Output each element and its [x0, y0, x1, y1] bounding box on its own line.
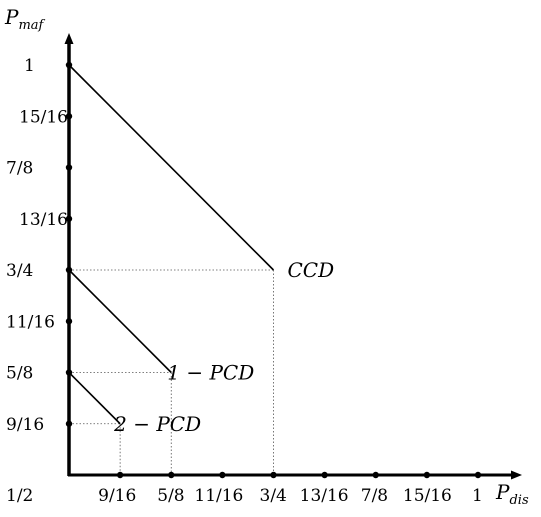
x-tick-dot: [168, 471, 175, 479]
y-tick-dot: [65, 61, 73, 69]
x-tick-label: 5/8: [157, 486, 184, 506]
x-axis-label: Pdis: [495, 480, 529, 508]
x-tick-label: 15/16: [403, 486, 452, 506]
tick-labels: 9/16 5/8 11/16 3/4 13/16 7/8 15/16 1 9/16 5/8 11/1…: [6, 56, 483, 506]
x-tick-label: 9/16: [98, 486, 136, 506]
y-tick-label: 13/16: [19, 210, 68, 230]
y-tick-dot: [65, 164, 73, 171]
series-label-1-pcd: 1 − PCD: [167, 361, 254, 385]
series-line-1-pcd: [68, 269, 172, 374]
y-tick-label: 3/4: [6, 261, 33, 281]
y-tick-label: 1: [24, 56, 35, 76]
series-line-ccd: [68, 64, 275, 271]
y-tick-dot: [65, 113, 73, 120]
x-tick-dot: [321, 471, 328, 479]
tick-dots: [65, 61, 482, 479]
y-tick-dot: [65, 318, 73, 325]
x-tick-label: 11/16: [194, 486, 243, 506]
x-tick-label: 1: [472, 486, 483, 506]
series-line-2-pcd: [68, 371, 121, 425]
x-tick-dot: [474, 471, 482, 479]
series-label-ccd: CCD: [288, 258, 335, 282]
y-tick-dot: [65, 369, 73, 376]
guide-lines: [69, 269, 274, 475]
x-axis-arrow: [511, 470, 522, 480]
x-tick-dot: [219, 471, 226, 479]
x-tick-dot: [372, 471, 379, 479]
y-tick-dot: [65, 420, 73, 427]
origin-label: 1/2: [6, 486, 33, 506]
y-tick-label: 7/8: [6, 159, 33, 179]
y-axis-label: Pmaf: [4, 5, 46, 33]
axes: [64, 33, 522, 480]
x-tick-label: 3/4: [260, 486, 287, 506]
x-tick-dot: [270, 471, 277, 479]
y-tick-dot: [65, 215, 73, 222]
x-tick-dot: [116, 471, 124, 479]
y-axis-arrow: [64, 33, 74, 44]
y-tick-dot: [65, 266, 73, 274]
x-tick-label: 7/8: [361, 486, 388, 506]
y-tick-label: 15/16: [19, 107, 68, 127]
y-tick-label: 5/8: [6, 364, 33, 384]
series-annotations: CCD 1 − PCD 2 − PCD: [113, 258, 334, 436]
series-label-2-pcd: 2 − PCD: [113, 412, 201, 436]
x-tick-dot: [423, 471, 431, 479]
series-lines: [68, 64, 275, 425]
y-tick-label: 11/16: [6, 312, 55, 332]
y-tick-label: 9/16: [6, 415, 44, 435]
x-tick-label: 13/16: [300, 486, 349, 506]
